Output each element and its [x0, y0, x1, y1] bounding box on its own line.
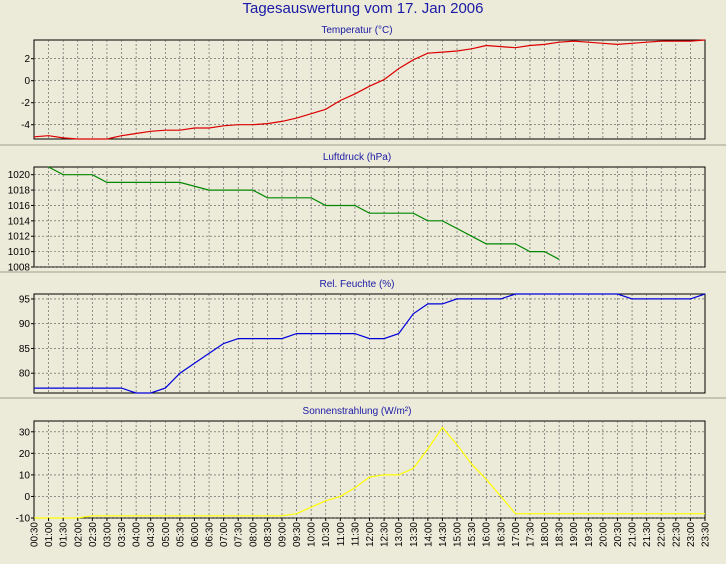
- series-line-1: [34, 39, 705, 140]
- x-tick-label: 08:00: [248, 522, 259, 547]
- x-tick-label: 07:30: [234, 522, 245, 547]
- x-tick-label: 02:00: [73, 522, 84, 547]
- x-tick-label: 16:00: [482, 522, 493, 547]
- y-tick-label: -2: [21, 98, 30, 109]
- x-tick-label: 10:30: [321, 522, 332, 547]
- y-tick-label: 1014: [8, 216, 31, 227]
- x-tick-label: 23:30: [701, 522, 712, 547]
- x-tick-label: 09:00: [277, 522, 288, 547]
- series-line-2: [48, 166, 560, 260]
- y-tick-label: 0: [24, 492, 30, 503]
- y-tick-label: 1010: [8, 247, 31, 258]
- x-tick-label: 15:00: [453, 522, 464, 547]
- x-tick-label: 04:30: [146, 522, 157, 547]
- series-line-4: [34, 426, 705, 519]
- x-tick-label: 05:00: [161, 522, 172, 547]
- y-tick-label: 20: [19, 449, 31, 460]
- y-tick-label: -10: [16, 514, 31, 525]
- x-tick-label: 17:00: [511, 522, 522, 547]
- y-tick-label: 1008: [8, 263, 31, 274]
- y-tick-label: 2: [24, 54, 30, 65]
- y-tick-label: 1020: [8, 170, 31, 181]
- panel-title-1: Temperatur (°C): [321, 25, 392, 36]
- y-tick-label: 80: [19, 369, 31, 380]
- x-tick-label: 22:00: [657, 522, 668, 547]
- y-tick-label: 90: [19, 319, 31, 330]
- x-tick-label: 15:30: [467, 522, 478, 547]
- page-title: Tagesauswertung vom 17. Jan 2006: [242, 0, 484, 17]
- x-tick-label: 01:00: [44, 522, 55, 547]
- x-tick-label: 03:30: [117, 522, 128, 547]
- x-tick-label: 18:00: [540, 522, 551, 547]
- x-tick-label: 19:30: [584, 522, 595, 547]
- x-tick-label: 06:00: [190, 522, 201, 547]
- x-tick-label: 04:00: [132, 522, 143, 547]
- panel-title-4: Sonnenstrahlung (W/m²): [303, 406, 412, 417]
- y-tick-label: 85: [19, 344, 31, 355]
- y-tick-label: -4: [21, 120, 30, 131]
- x-tick-label: 13:30: [409, 522, 420, 547]
- x-tick-label: 23:00: [686, 522, 697, 547]
- x-tick-label: 14:30: [438, 522, 449, 547]
- x-tick-label: 08:30: [263, 522, 274, 547]
- x-tick-label: 07:00: [219, 522, 230, 547]
- panel-title-3: Rel. Feuchte (%): [319, 279, 394, 290]
- x-tick-label: 05:30: [175, 522, 186, 547]
- x-tick-label: 20:00: [598, 522, 609, 547]
- x-tick-label: 02:30: [88, 522, 99, 547]
- x-tick-label: 14:00: [423, 522, 434, 547]
- x-tick-label: 22:30: [671, 522, 682, 547]
- y-tick-label: 0: [24, 76, 30, 87]
- x-tick-label: 01:30: [59, 522, 70, 547]
- x-tick-label: 11:00: [336, 522, 347, 547]
- y-tick-label: 1018: [8, 186, 31, 197]
- x-tick-label: 21:30: [642, 522, 653, 547]
- y-tick-label: 95: [19, 294, 31, 305]
- panel-title-2: Luftdruck (hPa): [323, 152, 391, 163]
- x-tick-label: 12:30: [380, 522, 391, 547]
- y-tick-label: 1012: [8, 232, 31, 243]
- x-tick-label: 11:30: [350, 522, 361, 547]
- x-tick-label: 17:30: [525, 522, 536, 547]
- x-tick-label: 12:00: [365, 522, 376, 547]
- y-tick-label: 1016: [8, 201, 31, 212]
- x-tick-label: 06:30: [205, 522, 216, 547]
- series-line-3: [34, 293, 705, 394]
- x-tick-label: 13:00: [394, 522, 405, 547]
- y-tick-label: 30: [19, 427, 31, 438]
- x-tick-label: 00:30: [30, 522, 41, 547]
- x-tick-label: 10:00: [307, 522, 318, 547]
- x-tick-label: 19:00: [569, 522, 580, 547]
- x-tick-label: 21:00: [628, 522, 639, 547]
- x-tick-label: 09:30: [292, 522, 303, 547]
- x-tick-label: 20:30: [613, 522, 624, 547]
- x-tick-label: 03:00: [102, 522, 113, 547]
- x-tick-label: 18:30: [555, 522, 566, 547]
- y-tick-label: 10: [19, 470, 31, 481]
- x-tick-label: 16:30: [496, 522, 507, 547]
